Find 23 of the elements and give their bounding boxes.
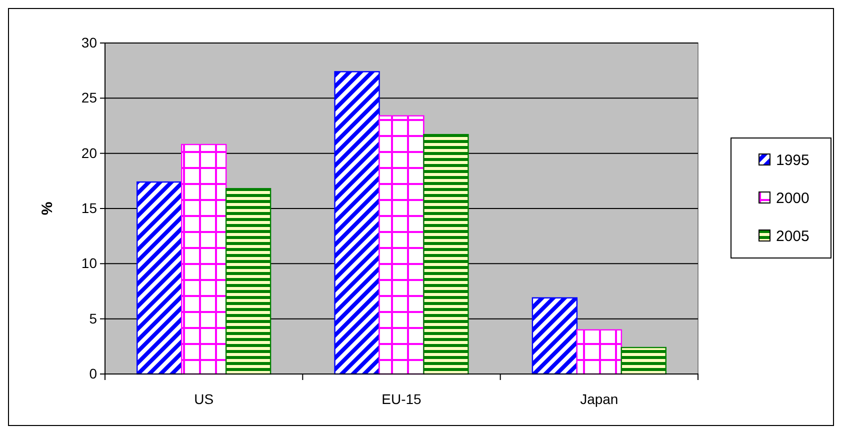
y-tick-label: 25 [81, 90, 98, 106]
bar [378, 115, 424, 375]
bar [423, 134, 469, 375]
bar [225, 188, 272, 375]
y-tick-label: 10 [81, 255, 98, 272]
bar [576, 329, 622, 375]
bar [136, 181, 182, 375]
y-tick-label: 0 [89, 365, 98, 382]
bar [620, 346, 666, 375]
x-tick-label: EU-15 [382, 391, 422, 407]
x-tick-label: Japan [580, 391, 618, 407]
y-axis-title: % [39, 202, 56, 216]
y-tick-label: 5 [89, 310, 98, 326]
y-tick-label: 20 [81, 144, 98, 161]
y-tick-label: 30 [81, 34, 98, 50]
bar [532, 297, 578, 375]
legend-label: 2005 [776, 228, 810, 245]
x-tick-label: US [194, 391, 214, 407]
bar [180, 144, 227, 375]
legend-label: 2000 [776, 190, 810, 207]
y-tick-label: 15 [81, 200, 98, 216]
legend-label: 1995 [776, 152, 810, 169]
bar [334, 71, 380, 375]
